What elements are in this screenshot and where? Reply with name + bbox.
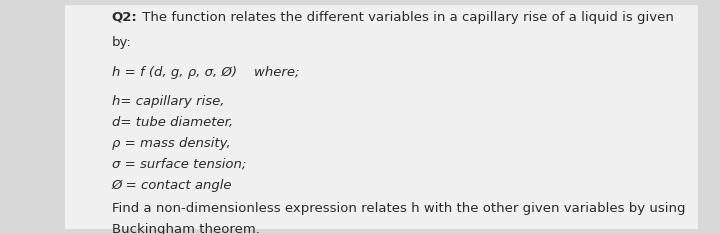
Text: d= tube diameter,: d= tube diameter, [112, 116, 233, 129]
FancyBboxPatch shape [65, 5, 698, 229]
Text: Buckingham theorem.: Buckingham theorem. [112, 223, 259, 234]
Text: The function relates the different variables in a capillary rise of a liquid is : The function relates the different varia… [138, 11, 674, 24]
Text: ρ = mass density,: ρ = mass density, [112, 137, 230, 150]
Text: Ø = contact angle: Ø = contact angle [112, 179, 232, 192]
Text: by:: by: [112, 36, 131, 49]
Text: σ = surface tension;: σ = surface tension; [112, 158, 246, 171]
Text: h= capillary rise,: h= capillary rise, [112, 95, 224, 108]
Text: h = f (d, g, ρ, σ, Ø)    where;: h = f (d, g, ρ, σ, Ø) where; [112, 66, 299, 79]
Text: Q2:: Q2: [112, 11, 138, 24]
Text: Find a non-dimensionless expression relates h with the other given variables by : Find a non-dimensionless expression rela… [112, 202, 685, 216]
